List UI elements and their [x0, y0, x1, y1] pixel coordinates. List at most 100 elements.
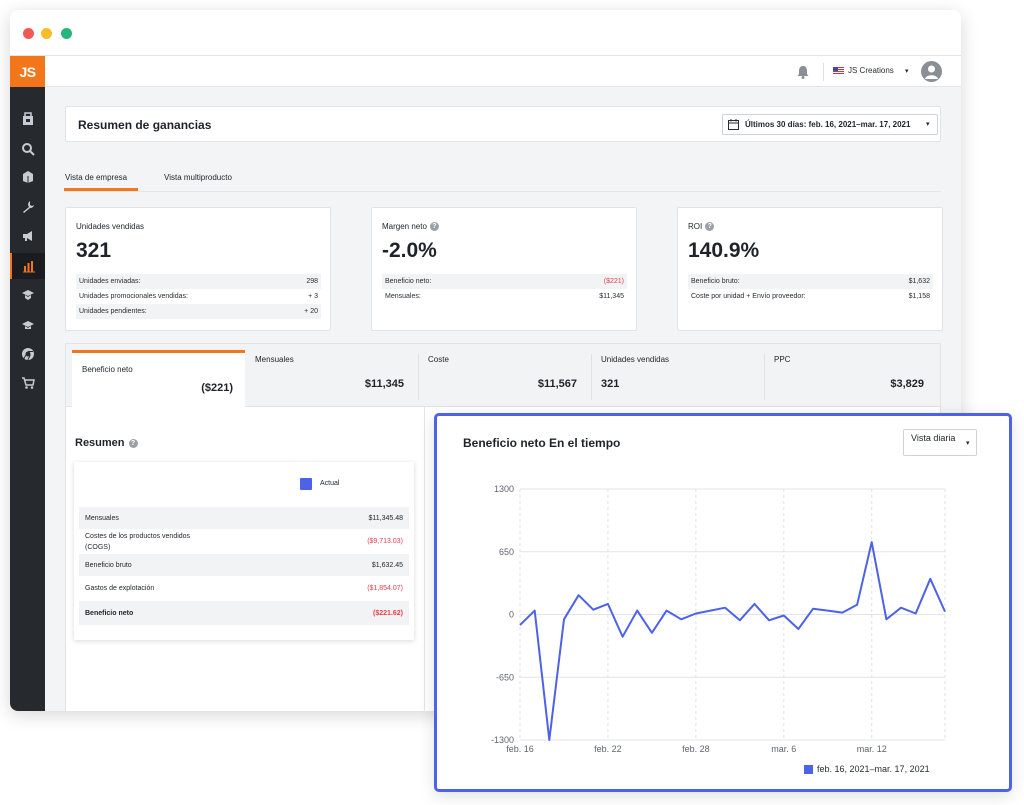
x-tick-label: mar. 6 [771, 744, 796, 754]
metric-tab-monthly[interactable]: Mensuales $11,345 [245, 344, 418, 408]
account-name[interactable]: JS Creations [848, 66, 894, 75]
y-tick-label: -650 [496, 672, 514, 682]
wrench-icon [22, 201, 34, 213]
metric-label: Beneficio neto [82, 365, 133, 374]
metric-label: Unidades vendidas [601, 355, 670, 364]
user-icon [925, 65, 938, 79]
sidebar-item-search[interactable] [10, 136, 45, 162]
card-row: Coste por unidad + Envío proveedor: $1,15… [691, 293, 930, 300]
metric-value: 321 [601, 378, 620, 390]
card-row: Unidades pendientes: + 20 [76, 304, 321, 319]
chart-legend-label: feb. 16, 2021–mar. 17, 2021 [817, 764, 930, 774]
x-tick-label: feb. 28 [682, 744, 710, 754]
metrics-tabs: Beneficio neto ($221) Mensuales $11,345 … [65, 343, 941, 408]
cart-icon [21, 377, 35, 389]
sidebar-item-analytics[interactable] [10, 253, 45, 279]
topbar-divider [823, 63, 824, 81]
metric-divider [764, 354, 765, 400]
minimize-window-button[interactable] [41, 28, 52, 39]
card-label: Margen neto? [382, 222, 439, 231]
tab-company-view[interactable]: Vista de empresa [65, 173, 128, 182]
metric-value: $3,829 [890, 378, 924, 390]
chrome-icon [21, 348, 34, 361]
x-tick-label: mar. 12 [857, 744, 887, 754]
sidebar-item-courses[interactable] [10, 312, 45, 338]
tab-multiproduct-view[interactable]: Vista multiproducto [164, 173, 232, 182]
bell-icon[interactable] [795, 64, 811, 80]
y-tick-label: 1300 [494, 484, 514, 494]
card-row: Beneficio neto: ($221) [382, 274, 627, 289]
legend-swatch [300, 478, 312, 490]
card-breakdown: Beneficio neto: ($221) Mensuales: $11,345 [382, 274, 627, 304]
metric-tab-net-profit[interactable]: Beneficio neto ($221) [72, 350, 245, 408]
help-icon[interactable]: ? [705, 222, 715, 231]
sidebar-item-marketing[interactable] [10, 223, 45, 249]
card-label: Unidades vendidas [76, 222, 145, 231]
card-value: 321 [76, 239, 112, 262]
sidebar-item-extension[interactable] [10, 341, 45, 367]
sidebar-item-academy[interactable] [10, 282, 45, 308]
metric-divider [418, 354, 419, 400]
summary-row: Costes de los productos vendidos (COGS)(… [85, 532, 403, 551]
roi-card: ROI? 140.9% Beneficio bruto: $1,632 Coste… [677, 207, 943, 331]
store-icon [22, 112, 33, 125]
card-breakdown: Beneficio bruto: $1,632 Coste por unidad … [688, 274, 933, 304]
y-tick-label: -1300 [491, 735, 514, 745]
series-line [519, 541, 946, 741]
chart-legend-swatch [804, 765, 813, 774]
app-logo[interactable]: JS [10, 56, 45, 87]
card-value: 140.9% [688, 239, 760, 262]
summary-row: Mensuales $11,345.48 [79, 507, 409, 529]
chevron-down-icon: ▾ [966, 440, 970, 447]
card-breakdown: Unidades enviadas: 298 Unidades promocion… [76, 274, 321, 319]
metric-value: $11,567 [537, 378, 577, 390]
y-tick-label: 0 [509, 610, 514, 620]
calendar-icon [728, 119, 739, 130]
card-row: Beneficio bruto: $1,632 [688, 274, 933, 289]
net-margin-card: Margen neto? -2.0% Beneficio neto: ($221)… [371, 207, 637, 331]
card-value: -2.0% [382, 239, 437, 262]
search-icon [21, 143, 35, 156]
date-range-picker[interactable]: Últimos 30 días: feb. 16, 2021–mar. 17, … [722, 114, 938, 135]
legend-label: Actual [320, 480, 340, 487]
summary-row: Beneficio bruto $1,632.45 [79, 554, 409, 576]
metric-label: Coste [428, 355, 449, 364]
sidebar-item-cart[interactable] [10, 370, 45, 396]
view-select-value: Vista diaria [911, 433, 956, 443]
metric-label: Mensuales [255, 355, 294, 364]
metric-tab-units-sold[interactable]: Unidades vendidas 321 [591, 344, 764, 408]
help-icon[interactable]: ? [128, 438, 138, 448]
us-flag-icon [833, 67, 844, 75]
x-tick-label: feb. 22 [594, 744, 622, 754]
window-titlebar [10, 10, 961, 56]
view-select[interactable]: Vista diaria ▾ [903, 429, 977, 456]
user-avatar[interactable] [921, 61, 942, 82]
summary-row: Gastos de explotación ($1,854.07) [85, 585, 403, 592]
mortarboard-icon [21, 321, 34, 329]
panel-divider [424, 407, 425, 711]
date-range-label: Últimos 30 días: feb. 16, 2021–mar. 17, … [745, 120, 911, 129]
x-tick-label: feb. 16 [506, 744, 534, 754]
summary-rows: Mensuales $11,345.48 Costes de los produc… [79, 507, 409, 625]
active-tab-indicator [64, 188, 138, 191]
maximize-window-button[interactable] [61, 28, 72, 39]
card-row: Unidades promocionales vendidas: + 3 [79, 293, 318, 300]
help-icon[interactable]: ? [429, 222, 439, 231]
summary-row: Beneficio neto ($221.62) [79, 601, 409, 625]
sidebar-item-products[interactable] [10, 164, 45, 190]
metric-value: $11,345 [364, 378, 404, 390]
card-label: ROI? [688, 222, 715, 231]
close-window-button[interactable] [23, 28, 34, 39]
account-dropdown-caret[interactable]: ▾ [905, 68, 909, 75]
page-title: Resumen de ganancias [78, 118, 212, 132]
sidebar-item-tools[interactable] [10, 194, 45, 220]
chart-title: Beneficio neto En el tiempo [463, 436, 621, 450]
metric-value: ($221) [201, 382, 233, 394]
metric-tab-cost[interactable]: Coste $11,567 [418, 344, 591, 408]
summary-table: Actual Mensuales $11,345.48 Costes de los… [74, 462, 414, 640]
bar-chart-icon [22, 261, 35, 273]
sidebar-item-dashboard[interactable] [10, 106, 45, 132]
package-icon [22, 171, 33, 183]
metric-tab-ppc[interactable]: PPC $3,829 [764, 344, 940, 408]
